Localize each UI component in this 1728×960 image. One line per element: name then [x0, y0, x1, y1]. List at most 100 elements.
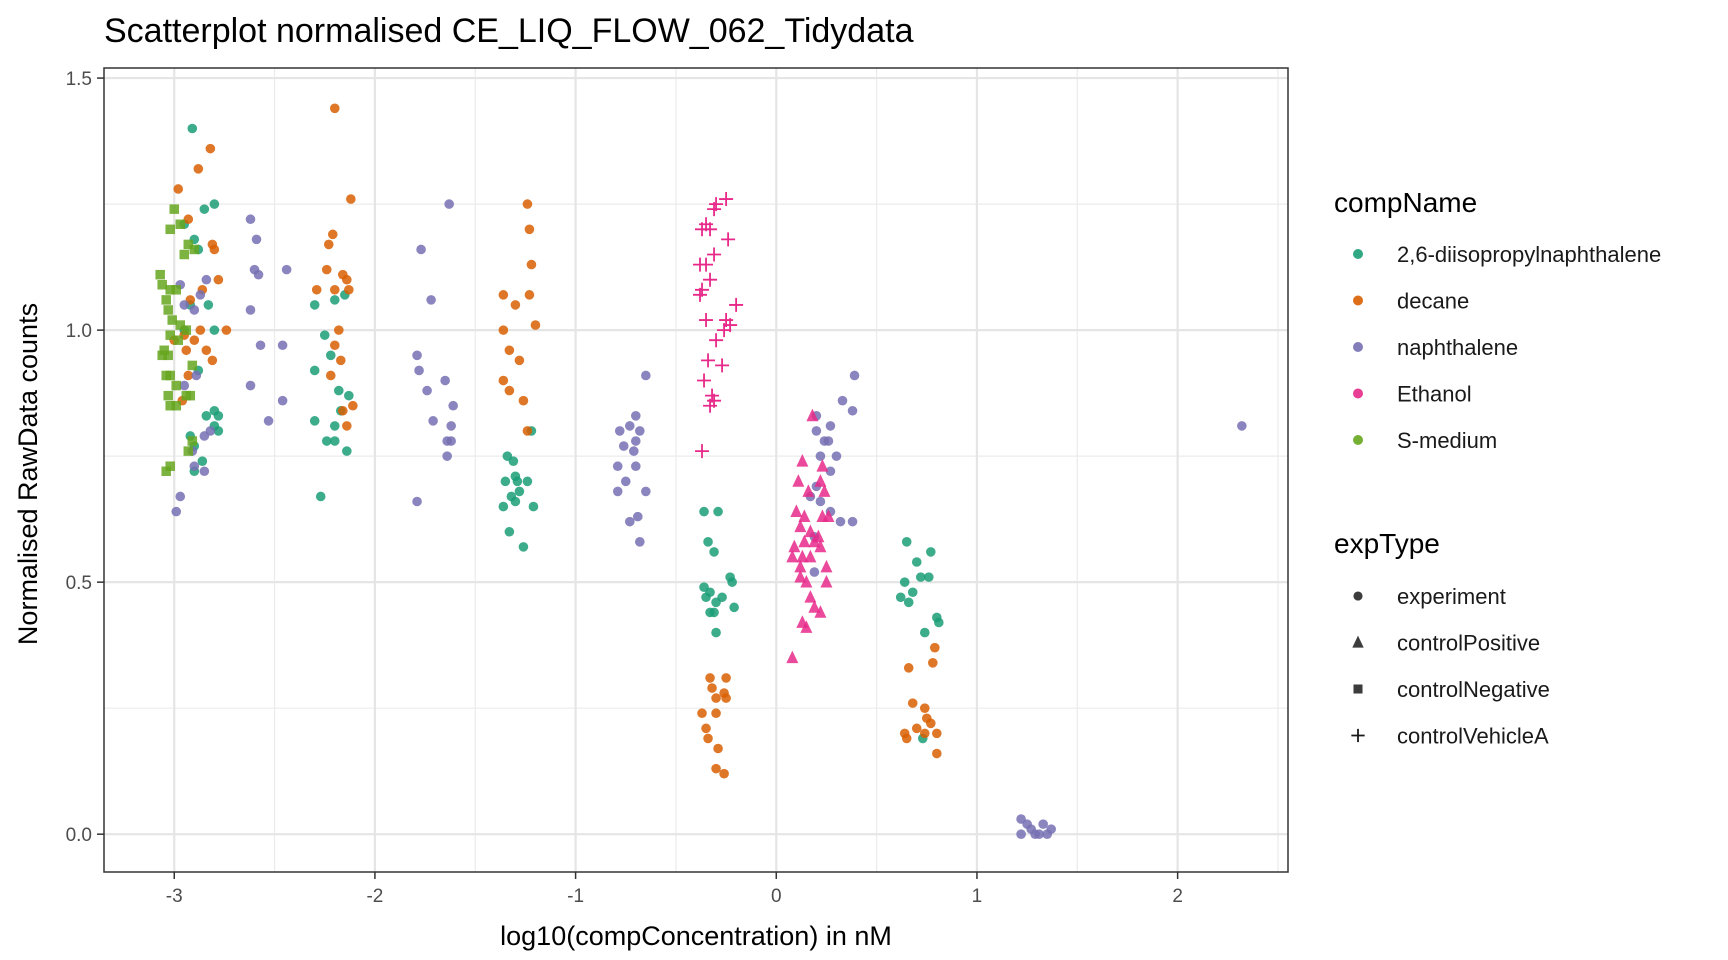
data-point: [187, 360, 198, 371]
data-point: [703, 398, 718, 413]
data-point: [701, 353, 716, 368]
legend-compname: compName 2,6-diisopropylnaphthalene decane…: [1334, 187, 1661, 453]
data-point: [253, 269, 264, 280]
data-point: [333, 385, 344, 396]
data-point: [255, 340, 266, 351]
data-point: [526, 259, 537, 270]
data-point: [498, 325, 509, 335]
data-point: [183, 370, 194, 381]
y-tick-label: 1.5: [66, 69, 92, 90]
legend-entry-label: 2,6-diisopropylnaphthalene: [1397, 242, 1661, 267]
data-point: [155, 269, 165, 280]
data-point: [798, 509, 811, 523]
data-point: [344, 284, 354, 295]
legend-compname-title: compName: [1334, 187, 1477, 218]
data-point: [907, 587, 918, 598]
data-point: [518, 542, 529, 552]
data-point: [171, 380, 181, 391]
data-point: [903, 663, 914, 673]
legend-key-color: [1353, 435, 1363, 445]
data-point: [498, 501, 509, 512]
data-point: [348, 400, 358, 411]
data-point: [412, 350, 422, 361]
data-point: [512, 476, 523, 487]
data-point: [721, 693, 731, 703]
data-point: [707, 202, 722, 217]
data-point: [342, 446, 352, 456]
data-point: [635, 426, 645, 436]
data-point: [498, 375, 509, 386]
series-s-medium-controlnegative: [155, 204, 200, 477]
data-point: [786, 650, 799, 664]
data-point: [815, 451, 826, 461]
data-point: [695, 444, 710, 459]
data-point: [175, 320, 186, 330]
data-point: [175, 219, 186, 230]
data-point: [1237, 421, 1247, 431]
data-point: [342, 274, 352, 285]
data-point: [321, 264, 332, 275]
data-point: [157, 280, 167, 290]
x-tick-label: 0: [771, 886, 782, 907]
data-point: [504, 345, 515, 356]
data-point: [179, 380, 190, 391]
data-point: [333, 325, 344, 335]
data-point: [183, 214, 194, 225]
data-point: [329, 421, 340, 431]
data-point: [185, 390, 196, 401]
data-point: [171, 400, 181, 411]
data-point: [804, 524, 817, 538]
panel-border: [103, 67, 1289, 873]
data-point: [416, 244, 426, 255]
data-point: [446, 436, 456, 446]
data-point: [911, 723, 922, 734]
data-point: [715, 358, 730, 373]
data-point: [165, 330, 175, 340]
data-point: [719, 768, 729, 779]
data-point: [1016, 829, 1026, 839]
data-point: [806, 408, 819, 422]
legend-entry-label: naphthalene: [1397, 335, 1518, 360]
data-point: [336, 355, 346, 366]
x-axis-ticks: -3 -2 -1 0 1 2: [166, 872, 1183, 907]
data-point: [281, 264, 292, 275]
data-point: [221, 325, 232, 335]
data-point: [522, 426, 533, 436]
data-point: [804, 549, 817, 563]
y-axis-ticks: 0.0 0.5 1.0 1.5: [66, 69, 104, 846]
data-point: [500, 476, 511, 487]
data-point: [510, 300, 521, 310]
data-point: [171, 506, 182, 517]
data-point: [199, 431, 210, 441]
data-point: [504, 526, 515, 537]
data-point: [707, 683, 717, 693]
data-point: [693, 257, 708, 272]
data-point: [522, 199, 533, 209]
data-point: [315, 491, 326, 502]
data-point: [329, 284, 340, 295]
data-point: [428, 416, 438, 426]
y-tick-label: 0.5: [66, 573, 92, 594]
data-point: [1034, 829, 1044, 839]
data-point: [624, 516, 635, 527]
data-point: [849, 370, 860, 381]
data-point: [245, 214, 256, 225]
data-point: [847, 516, 858, 527]
data-point: [504, 385, 515, 396]
data-point: [309, 416, 320, 426]
data-point: [699, 506, 709, 517]
data-point: [209, 244, 220, 255]
panel-frame: [103, 67, 1289, 873]
data-point: [163, 350, 173, 361]
data-point: [711, 708, 721, 719]
data-point: [448, 400, 458, 411]
y-axis-label: Normalised RawData counts: [13, 303, 43, 645]
legend-key-shape: [1353, 591, 1363, 601]
data-point: [794, 569, 807, 583]
data-point: [729, 602, 739, 613]
data-point: [711, 763, 721, 774]
data-point: [802, 484, 815, 497]
data-point: [641, 370, 651, 381]
data-point: [727, 577, 737, 587]
data-point: [199, 204, 210, 214]
